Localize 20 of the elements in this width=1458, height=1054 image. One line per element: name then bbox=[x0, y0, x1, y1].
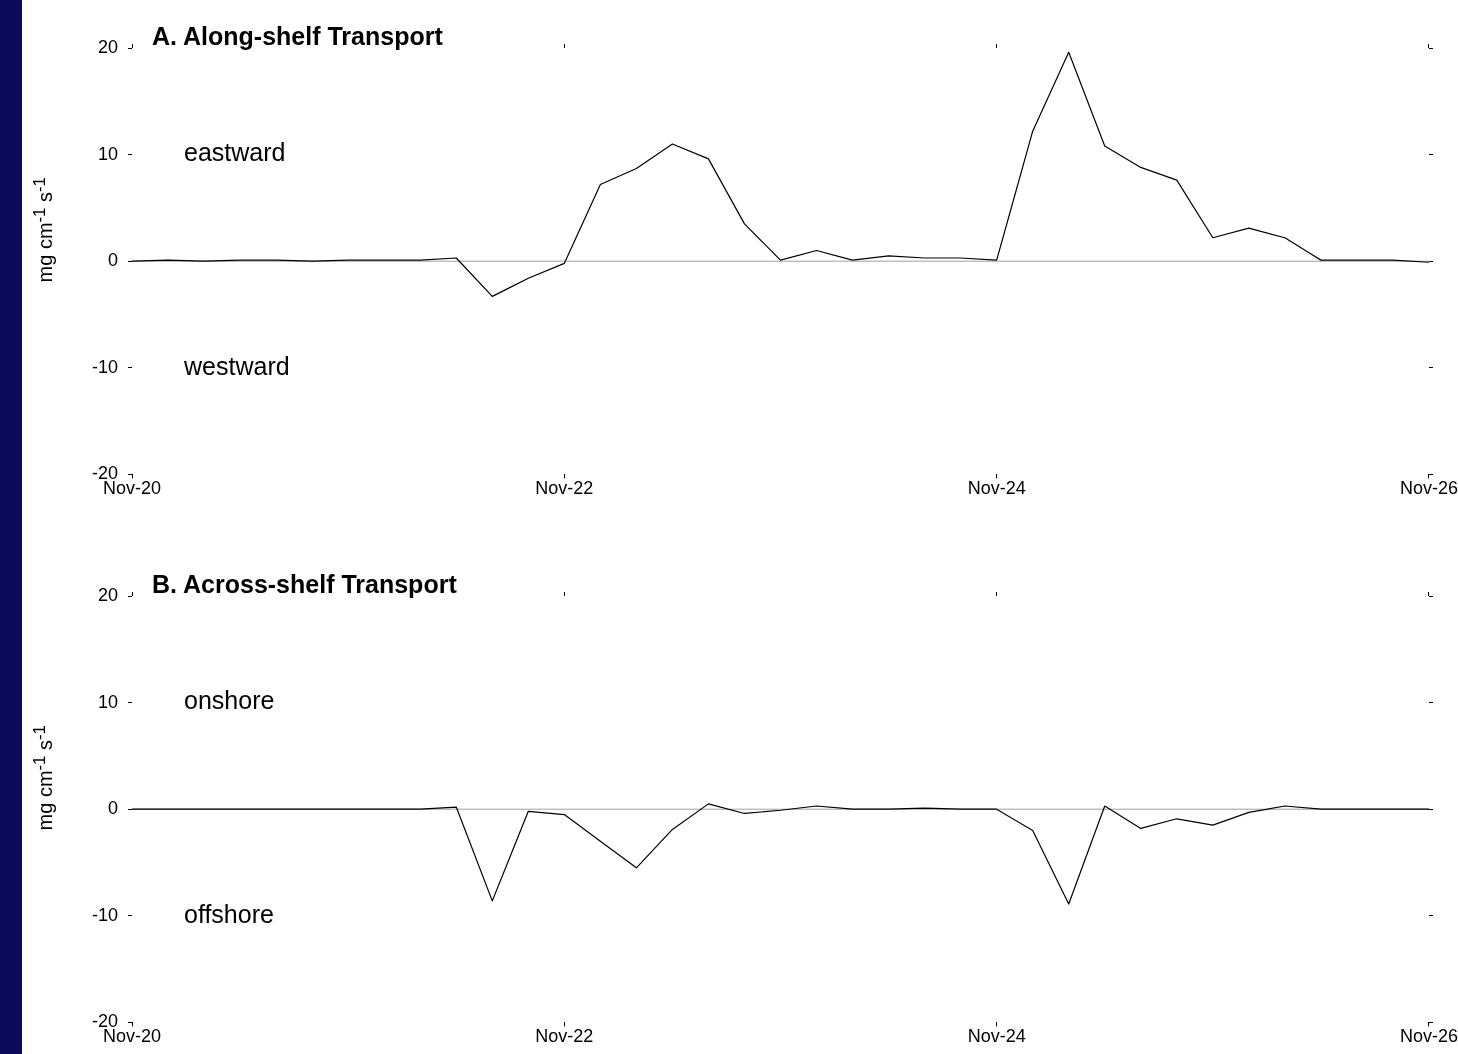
y-tick-label: 10 bbox=[97, 143, 119, 164]
x-tick-label: Nov-22 bbox=[535, 1026, 594, 1047]
x-tick-label: Nov-26 bbox=[1399, 478, 1458, 499]
y-tick-label: 20 bbox=[97, 584, 119, 605]
x-tick-label: Nov-26 bbox=[1399, 1026, 1458, 1047]
annotation: westward bbox=[183, 351, 290, 380]
chart-title: B. Across-shelf Transport bbox=[152, 569, 458, 598]
annotation: onshore bbox=[184, 686, 275, 715]
x-tick-label: Nov-22 bbox=[535, 478, 594, 499]
y-tick-label: 10 bbox=[97, 691, 119, 712]
x-tick-label: Nov-24 bbox=[967, 1026, 1026, 1047]
y-tick-label: 20 bbox=[97, 36, 119, 57]
annotation: eastward bbox=[184, 138, 286, 167]
x-tick-label: Nov-24 bbox=[967, 478, 1026, 499]
annotation: offshore bbox=[184, 899, 274, 928]
y-tick-label: -10 bbox=[92, 904, 119, 925]
chart-title: A. Along-shelf Transport bbox=[152, 21, 444, 50]
y-tick-label: -10 bbox=[92, 356, 119, 377]
y-tick-label: 0 bbox=[108, 798, 119, 819]
y-tick-label: 0 bbox=[108, 250, 119, 271]
